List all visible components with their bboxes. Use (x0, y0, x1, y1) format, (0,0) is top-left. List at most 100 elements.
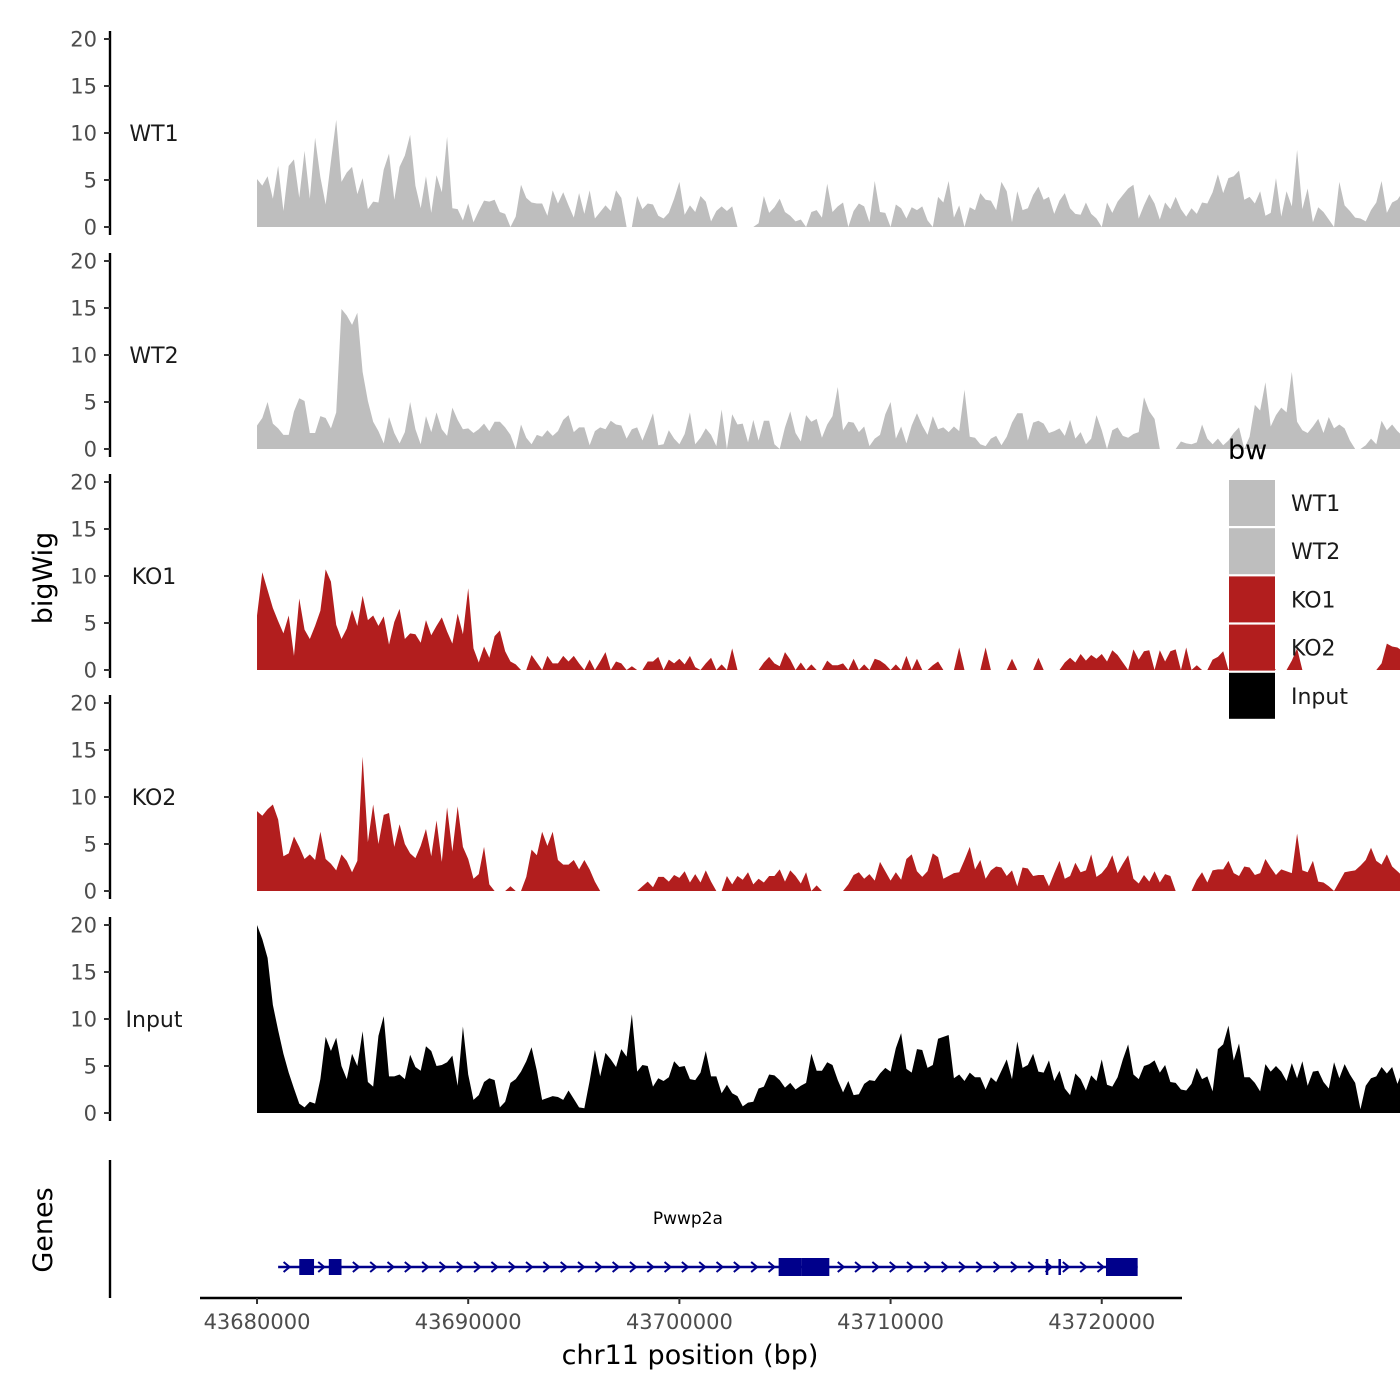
track-label-input: Input (126, 1008, 183, 1033)
y-tick-label: 15 (70, 75, 97, 99)
strand-arrow (1010, 1261, 1019, 1273)
y-tick-label: 15 (70, 961, 97, 985)
track-label-ko2: KO2 (132, 786, 177, 811)
strand-arrow (421, 1261, 430, 1273)
y-tick-label: 15 (70, 739, 97, 763)
strand-arrow (854, 1261, 863, 1273)
legend-swatch-ko1 (1229, 576, 1275, 623)
y-tick-label: 0 (84, 1102, 97, 1126)
gene-exon (1058, 1259, 1061, 1275)
y-tick-label: 0 (84, 880, 97, 904)
legend-label-ko2: KO2 (1291, 637, 1336, 662)
legend-label-wt2: WT2 (1291, 540, 1340, 565)
legend-label-ko1: KO1 (1291, 588, 1336, 613)
strand-arrow (663, 1261, 673, 1273)
strand-arrow (508, 1261, 517, 1273)
y-tick-label: 5 (84, 391, 97, 415)
legend-label-input: Input (1291, 685, 1348, 710)
y-tick-label: 5 (84, 169, 97, 193)
legend-swatch-wt2 (1229, 528, 1275, 575)
y-tick-label: 15 (70, 518, 97, 542)
strand-arrow (525, 1261, 534, 1273)
x-tick-label: 43700000 (626, 1310, 733, 1334)
y-tick-label: 5 (84, 833, 97, 857)
strand-arrow (940, 1261, 950, 1273)
strand-arrow (889, 1261, 898, 1273)
y-tick-label: 20 (70, 692, 97, 716)
strand-arrow (490, 1261, 499, 1273)
y-tick-label: 0 (84, 216, 97, 240)
track-ko1: 0 5 10 15 20 KO1 (70, 471, 1400, 683)
gene-exon (801, 1258, 830, 1276)
strand-arrow (352, 1261, 361, 1273)
x-tick-label: 43680000 (204, 1310, 311, 1334)
y-tick-label: 10 (70, 786, 97, 810)
legend-swatch-ko2 (1229, 624, 1275, 671)
y-tick-label: 5 (84, 1055, 97, 1079)
y-tick-label: 20 (70, 914, 97, 938)
strand-arrow (594, 1261, 603, 1273)
track-wt2: 0 5 10 15 20 WT2 (70, 250, 1400, 462)
strand-arrow (992, 1261, 1002, 1273)
strand-arrow (715, 1261, 725, 1273)
legend-title: bw (1228, 435, 1267, 466)
strand-arrow (767, 1261, 777, 1273)
y-tick-label: 5 (84, 612, 97, 636)
strand-arrow (837, 1261, 846, 1273)
strand-arrow (611, 1261, 621, 1273)
gene-exon (299, 1259, 315, 1275)
strand-arrow (1062, 1261, 1071, 1273)
gene-track: Pwwp2a (108, 1160, 1138, 1298)
track-label-wt2: WT2 (129, 344, 178, 369)
strand-arrow (871, 1261, 880, 1273)
strand-arrow (386, 1261, 396, 1273)
y-tick-label: 0 (84, 659, 97, 683)
strand-arrow (456, 1261, 465, 1273)
strand-arrow (577, 1261, 586, 1273)
x-axis: 43680000 43690000 43700000 43710000 43720000 (200, 1296, 1182, 1334)
x-tick-label: 43710000 (837, 1310, 944, 1334)
legend-swatch-input (1229, 672, 1275, 719)
strand-arrow (1079, 1261, 1088, 1273)
strand-arrow (906, 1261, 915, 1273)
y-tick-label: 10 (70, 344, 97, 368)
track-wt1: 0 5 10 15 20 WT1 (70, 28, 1400, 240)
gene-track-title: Genes (28, 1187, 59, 1272)
y-tick-label: 10 (70, 1008, 97, 1032)
strand-arrow (317, 1261, 326, 1273)
signal-area-wt2 (257, 308, 1400, 449)
strand-arrow (923, 1261, 932, 1273)
strand-arrow (560, 1261, 569, 1273)
signal-area-ko2 (257, 756, 1400, 891)
gene-name-label: Pwwp2a (653, 1209, 723, 1229)
y-tick-label: 0 (84, 438, 97, 462)
gene-exon (1105, 1258, 1138, 1276)
track-input: 0 5 10 15 20 Input (70, 914, 1400, 1126)
y-tick-label: 20 (70, 28, 97, 52)
y-tick-label: 20 (70, 250, 97, 274)
y-tick-label: 20 (70, 471, 97, 495)
strand-arrow (733, 1261, 742, 1273)
y-tick-label: 10 (70, 122, 97, 146)
strand-arrow (629, 1261, 638, 1273)
signal-tracks: 0 5 10 15 20 WT1 0 5 10 15 20 WT2 0 5 10 15 20 KO1 0 5 10 15 2… (70, 28, 1400, 1126)
gene-exon (1045, 1259, 1049, 1275)
signal-area-ko1 (257, 569, 1400, 670)
strand-arrow (958, 1261, 967, 1273)
x-tick-label: 43720000 (1048, 1310, 1155, 1334)
strand-arrow (698, 1261, 707, 1273)
strand-arrow (542, 1261, 551, 1273)
legend: bw WT1 WT2 KO1 KO2 Input (1228, 435, 1348, 719)
strand-arrow (1027, 1261, 1036, 1273)
strand-arrow (369, 1261, 378, 1273)
track-ko2: 0 5 10 15 20 KO2 (70, 692, 1400, 904)
y-tick-label: 10 (70, 565, 97, 589)
strand-arrow (681, 1261, 690, 1273)
strand-arrow (975, 1261, 984, 1273)
y-axis-title: bigWig (28, 532, 59, 625)
x-tick-label: 43690000 (415, 1310, 522, 1334)
x-axis-title: chr11 position (bp) (562, 1340, 819, 1371)
strand-arrow (646, 1261, 655, 1273)
strand-arrow (750, 1261, 759, 1273)
gene-exon (328, 1259, 342, 1275)
